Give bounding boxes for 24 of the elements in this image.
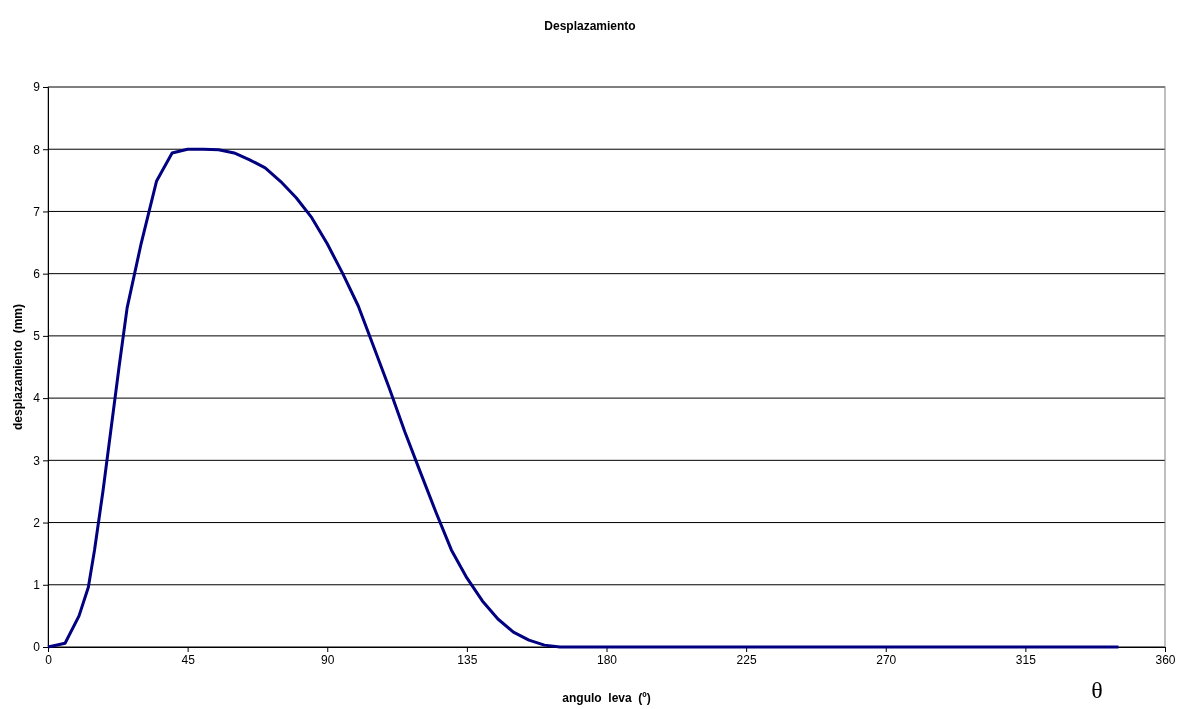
y-tick-label: 9 <box>33 80 41 95</box>
y-tick-label: 2 <box>33 515 41 530</box>
x-tick-label: 0 <box>45 652 53 667</box>
x-axis-title: angulo leva (º) <box>562 691 651 705</box>
x-tick-label: 225 <box>736 652 757 667</box>
x-tick-label: 270 <box>876 652 897 667</box>
y-tick-label: 7 <box>33 204 41 219</box>
y-tick-label: 5 <box>33 329 41 344</box>
x-tick-label: 180 <box>596 652 618 667</box>
x-tick-label: 90 <box>321 652 335 667</box>
y-tick-label: 6 <box>33 267 41 282</box>
y-tick-label: 1 <box>33 578 41 593</box>
x-tick-label: 315 <box>1015 652 1037 667</box>
x-tick-label: 45 <box>181 652 196 667</box>
y-tick-label: 0 <box>33 640 41 655</box>
y-tick-label: 8 <box>33 142 41 157</box>
text: θ <box>1091 677 1103 703</box>
chart-title: Desplazamiento <box>544 19 636 33</box>
y-tick-label: 3 <box>33 453 41 468</box>
x-tick-label: 135 <box>457 652 478 667</box>
y-axis-title: desplazamiento (mm) <box>11 303 25 431</box>
x-tick-label: 360 <box>1155 652 1176 667</box>
line-series <box>46 147 1120 649</box>
y-tick-label: 4 <box>33 391 41 406</box>
